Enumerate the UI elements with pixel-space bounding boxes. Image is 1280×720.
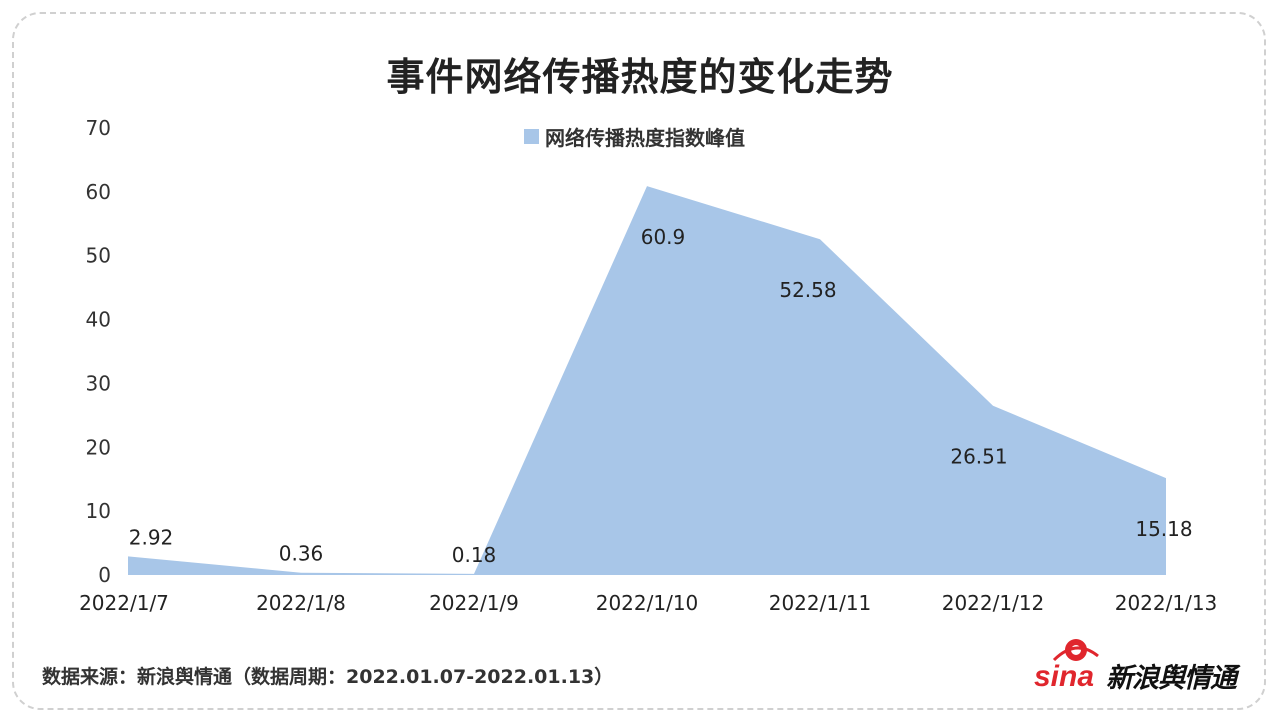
- y-tick-label: 20: [86, 435, 111, 459]
- data-label: 15.18: [1135, 517, 1192, 541]
- x-tick-label: 2022/1/8: [256, 591, 346, 615]
- data-label: 0.18: [452, 543, 497, 567]
- x-tick-label: 2022/1/11: [769, 591, 872, 615]
- x-tick-label: 2022/1/9: [429, 591, 519, 615]
- x-tick-label: 2022/1/12: [942, 591, 1045, 615]
- data-label: 0.36: [279, 542, 324, 566]
- sina-eye-icon: sina: [1034, 639, 1099, 692]
- data-label: 52.58: [779, 278, 836, 302]
- legend: 网络传播热度指数峰值: [524, 122, 745, 151]
- data-label: 2.92: [129, 525, 174, 549]
- sina-logo: sina 新浪舆情通: [1032, 630, 1242, 694]
- y-tick-label: 50: [86, 244, 111, 268]
- legend-swatch: [524, 129, 539, 144]
- svg-text:sina: sina: [1034, 660, 1094, 692]
- data-label: 60.9: [641, 225, 686, 249]
- logo-text: 新浪舆情通: [1106, 663, 1237, 694]
- x-tick-label: 2022/1/13: [1115, 591, 1218, 615]
- data-source-note: 数据来源：新浪舆情通（数据周期：2022.01.07-2022.01.13）: [42, 666, 614, 688]
- chart-title: 事件网络传播热度的变化走势: [386, 55, 894, 99]
- x-tick-label: 2022/1/7: [79, 591, 169, 615]
- y-tick-label: 60: [86, 180, 111, 204]
- y-tick-label: 40: [86, 308, 111, 332]
- y-tick-label: 0: [98, 563, 111, 587]
- series-area: [128, 186, 1166, 576]
- y-tick-label: 70: [86, 116, 111, 140]
- y-tick-label: 10: [86, 499, 111, 523]
- y-tick-label: 30: [86, 371, 111, 395]
- data-label: 26.51: [950, 445, 1007, 469]
- legend-label: 网络传播热度指数峰值: [545, 126, 745, 150]
- x-tick-label: 2022/1/10: [596, 591, 699, 615]
- chart-frame: [12, 12, 1266, 710]
